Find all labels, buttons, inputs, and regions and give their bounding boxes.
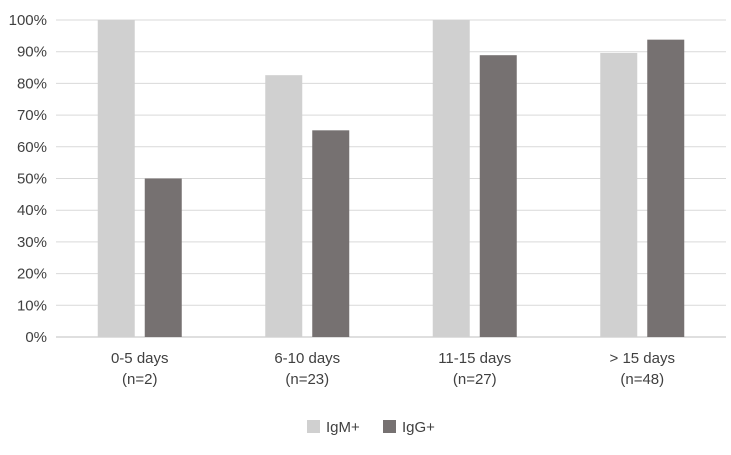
y-tick-label: 50%: [17, 171, 47, 188]
x-category-label: (n=48): [620, 371, 664, 388]
x-category-label: 11-15 days: [438, 350, 511, 367]
bar-igm: [265, 75, 303, 338]
y-tick-label: 100%: [9, 12, 47, 29]
y-tick-label: 10%: [17, 297, 47, 314]
bar-igm: [432, 20, 470, 337]
y-tick-label: 70%: [17, 107, 47, 124]
bar-igm: [97, 20, 135, 337]
bar-igg: [647, 39, 685, 338]
x-category-label: > 15 days: [610, 350, 675, 367]
y-tick-label: 0%: [25, 329, 47, 346]
x-category-label: (n=2): [122, 371, 157, 388]
y-tick-label: 80%: [17, 75, 47, 92]
x-axis-category-labels: 0-5 days (n=2) 6-10 days (n=23) 11-15 days (n…: [111, 350, 675, 388]
bars: [97, 20, 685, 338]
bar-igm: [600, 52, 638, 338]
legend-swatch: [383, 420, 396, 433]
y-tick-label: 30%: [17, 234, 47, 251]
y-axis-tick-labels: 0% 10% 20% 30% 40% 50% 60% 70% 80% 90% 100%: [9, 12, 47, 346]
y-tick-label: 60%: [17, 139, 47, 156]
bar-igg: [479, 55, 517, 337]
x-category-label: 6-10 days: [274, 350, 340, 367]
x-category-label: 0-5 days: [111, 350, 169, 367]
bar-igg: [144, 178, 182, 337]
bar-igg: [312, 130, 350, 337]
x-category-label: (n=23): [285, 371, 329, 388]
legend: IgM+ IgG+: [307, 419, 435, 436]
legend-swatch: [307, 420, 320, 433]
y-tick-label: 90%: [17, 44, 47, 61]
legend-label: IgM+: [326, 419, 360, 436]
y-tick-label: 40%: [17, 202, 47, 219]
x-category-label: (n=27): [453, 371, 497, 388]
legend-label: IgG+: [402, 419, 435, 436]
y-tick-label: 20%: [17, 266, 47, 283]
